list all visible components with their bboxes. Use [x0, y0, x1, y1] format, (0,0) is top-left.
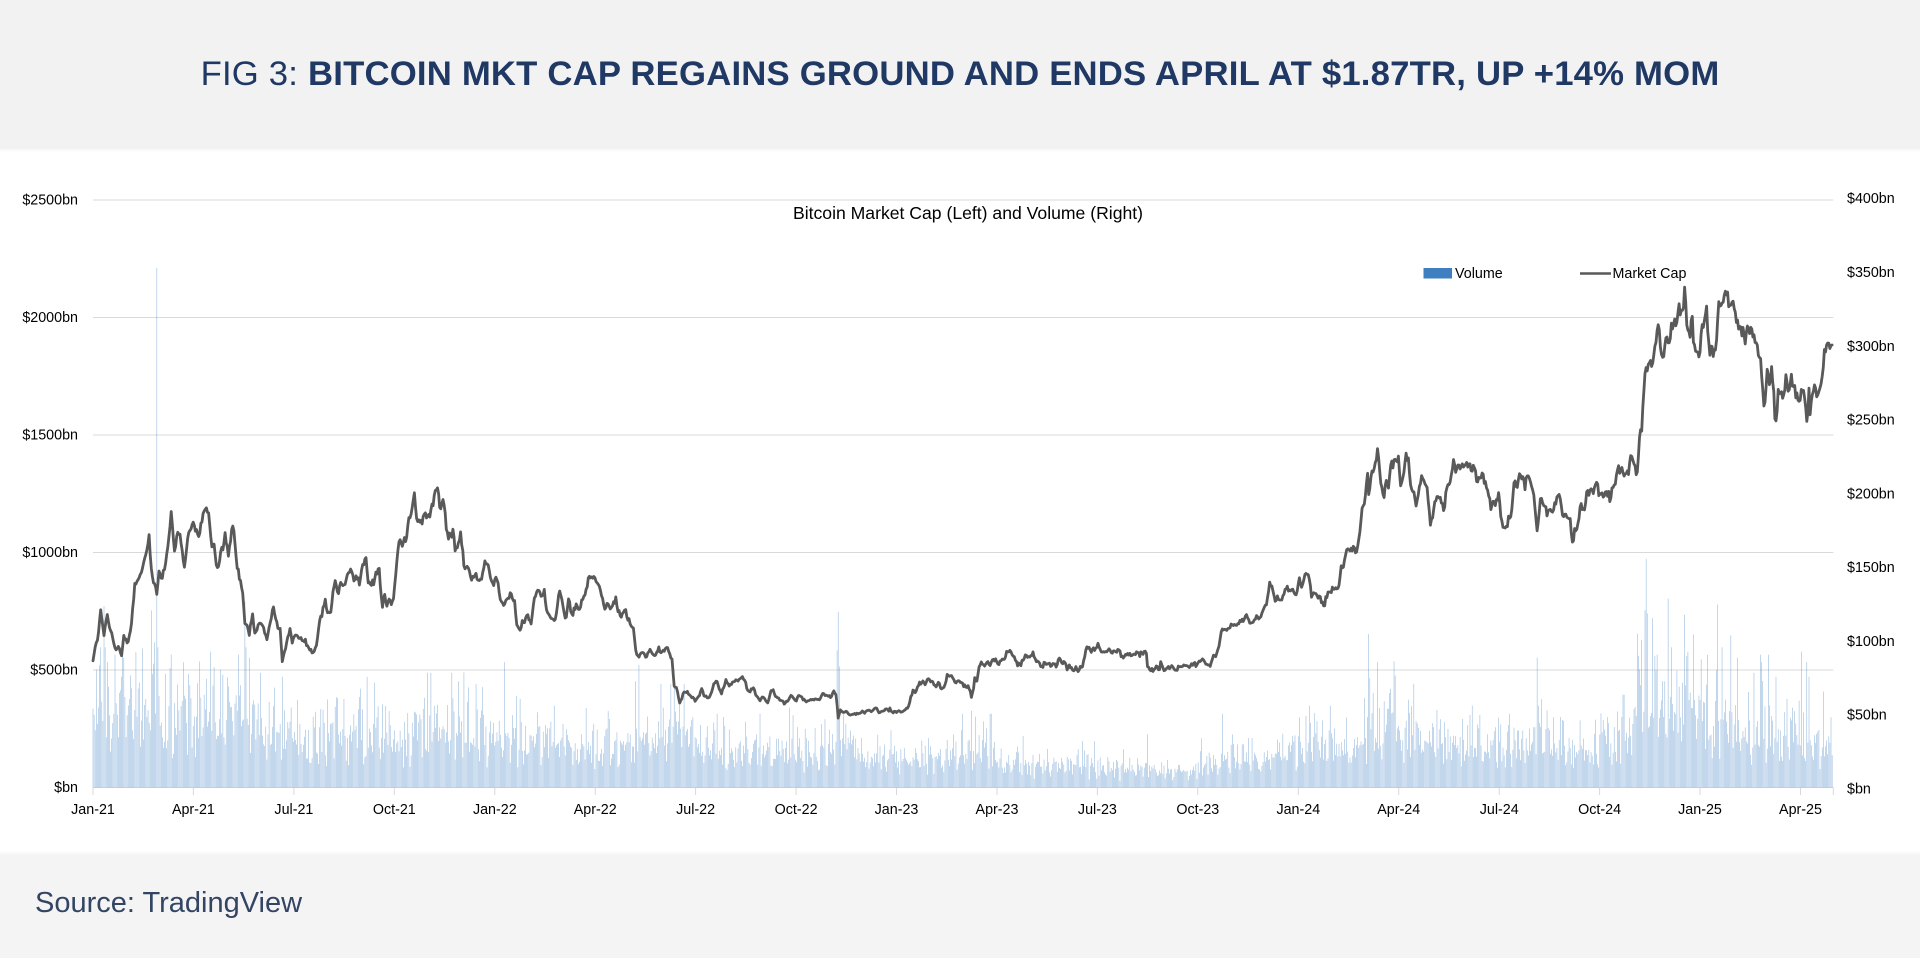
svg-text:$50bn: $50bn [1847, 708, 1887, 724]
svg-text:Apr-25: Apr-25 [1779, 802, 1822, 818]
svg-text:Jan-25: Jan-25 [1678, 802, 1722, 818]
svg-text:$bn: $bn [1847, 782, 1871, 798]
svg-text:Apr-24: Apr-24 [1377, 802, 1420, 818]
svg-text:Jul-23: Jul-23 [1078, 802, 1117, 818]
svg-text:Apr-22: Apr-22 [574, 802, 617, 818]
svg-text:Jan-21: Jan-21 [71, 802, 115, 818]
svg-text:$250bn: $250bn [1847, 413, 1895, 429]
svg-text:Volume: Volume [1455, 266, 1503, 282]
svg-text:$300bn: $300bn [1847, 339, 1895, 355]
svg-text:$400bn: $400bn [1847, 191, 1895, 207]
svg-text:$500bn: $500bn [30, 663, 78, 679]
svg-text:Jan-24: Jan-24 [1276, 802, 1320, 818]
svg-text:$1500bn: $1500bn [22, 428, 78, 444]
svg-text:Bitcoin Market Cap (Left) and: Bitcoin Market Cap (Left) and Volume (Ri… [793, 203, 1143, 223]
svg-text:Jan-23: Jan-23 [875, 802, 919, 818]
svg-text:Jul-24: Jul-24 [1480, 802, 1519, 818]
svg-text:Oct-21: Oct-21 [373, 802, 416, 818]
svg-text:Oct-22: Oct-22 [775, 802, 818, 818]
svg-text:Jul-22: Jul-22 [676, 802, 715, 818]
svg-text:$1000bn: $1000bn [22, 545, 78, 561]
svg-text:$bn: $bn [54, 780, 78, 796]
svg-text:Apr-23: Apr-23 [976, 802, 1019, 818]
svg-text:Oct-24: Oct-24 [1578, 802, 1621, 818]
svg-text:$350bn: $350bn [1847, 265, 1895, 281]
svg-text:$150bn: $150bn [1847, 560, 1895, 576]
svg-text:Market Cap: Market Cap [1613, 266, 1687, 282]
svg-text:Oct-23: Oct-23 [1176, 802, 1219, 818]
svg-text:$100bn: $100bn [1847, 634, 1895, 650]
svg-text:$2500bn: $2500bn [22, 193, 78, 209]
svg-text:Apr-21: Apr-21 [172, 802, 215, 818]
svg-text:$2000bn: $2000bn [22, 310, 78, 326]
svg-text:$200bn: $200bn [1847, 486, 1895, 502]
svg-text:Jan-22: Jan-22 [473, 802, 517, 818]
svg-text:Jul-21: Jul-21 [274, 802, 313, 818]
